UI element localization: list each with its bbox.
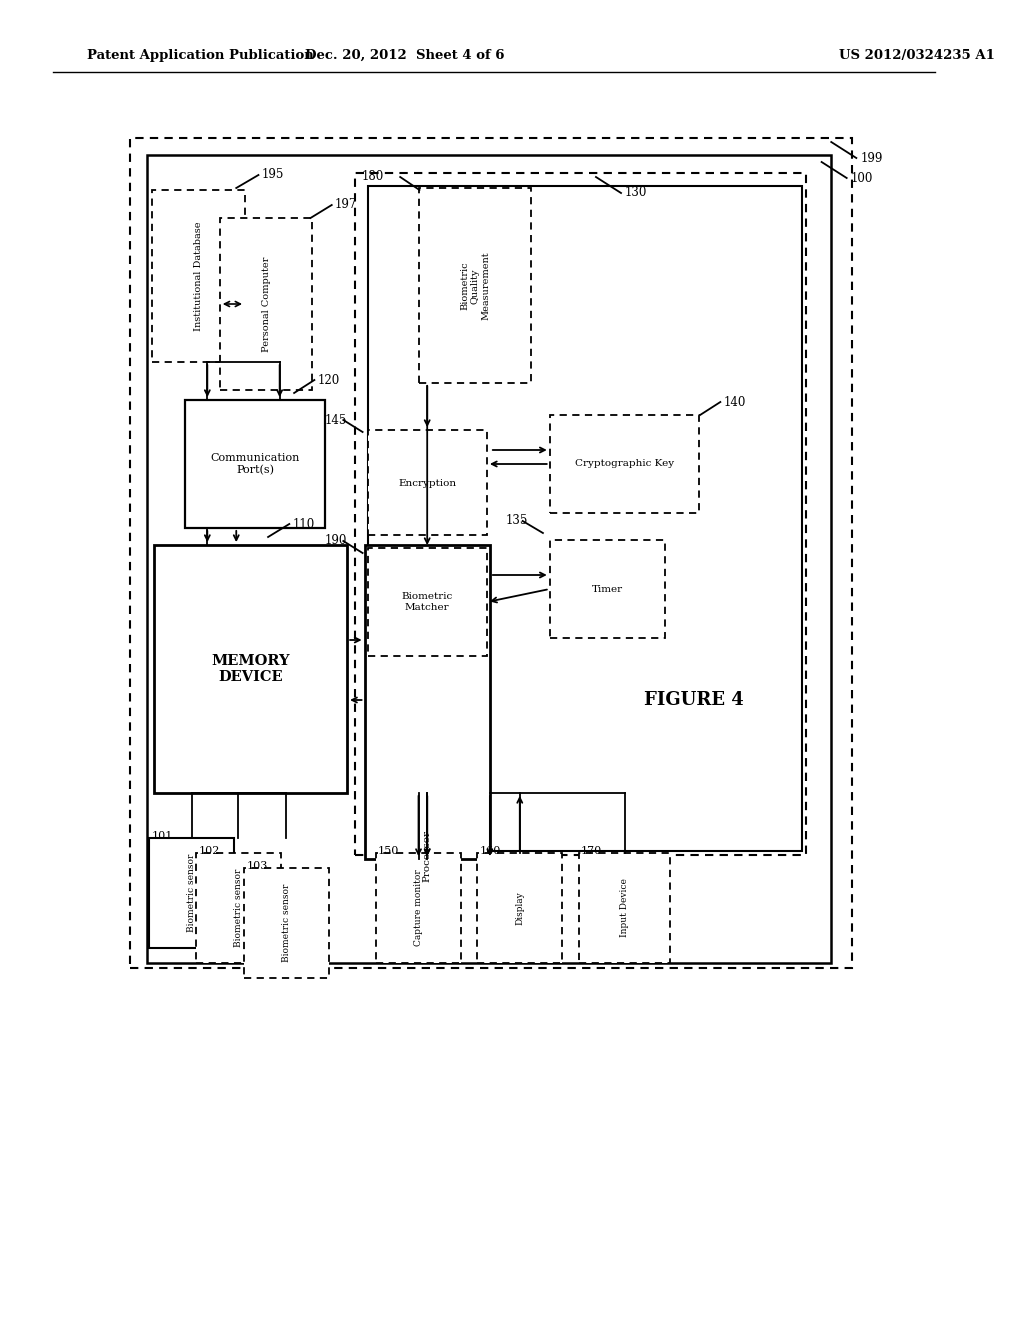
Text: 140: 140 <box>723 396 745 408</box>
Text: Patent Application Publication: Patent Application Publication <box>87 49 313 62</box>
Text: 135: 135 <box>505 515 527 528</box>
Bar <box>550 540 666 638</box>
Bar <box>477 853 562 964</box>
Text: Biometric sensor: Biometric sensor <box>233 869 243 948</box>
Text: Biometric sensor: Biometric sensor <box>187 854 197 932</box>
Text: 199: 199 <box>860 152 883 165</box>
Text: Encryption: Encryption <box>398 479 457 487</box>
Text: 197: 197 <box>335 198 357 211</box>
Text: 130: 130 <box>625 186 647 199</box>
Text: Dec. 20, 2012  Sheet 4 of 6: Dec. 20, 2012 Sheet 4 of 6 <box>305 49 505 62</box>
Text: Input Device: Input Device <box>621 879 630 937</box>
Text: Cryptographic Key: Cryptographic Key <box>575 459 675 469</box>
Text: 110: 110 <box>292 517 314 531</box>
Bar <box>153 190 245 362</box>
Text: 195: 195 <box>261 169 284 181</box>
Text: FIGURE 4: FIGURE 4 <box>644 690 744 709</box>
Text: 180: 180 <box>361 170 384 183</box>
Text: 100: 100 <box>851 172 872 185</box>
Text: 170: 170 <box>581 846 602 855</box>
Bar <box>355 173 806 855</box>
Text: Display: Display <box>515 891 524 925</box>
Text: Timer: Timer <box>592 585 623 594</box>
Text: Biometric sensor: Biometric sensor <box>282 884 291 962</box>
Bar <box>369 186 803 851</box>
Bar <box>185 400 325 528</box>
Text: 120: 120 <box>317 374 340 387</box>
Text: Biometric
Matcher: Biometric Matcher <box>401 593 453 611</box>
Bar <box>365 545 489 859</box>
Text: 101: 101 <box>152 832 173 841</box>
Bar <box>550 414 699 513</box>
Bar <box>155 545 347 793</box>
Bar <box>150 838 234 948</box>
Text: 102: 102 <box>199 846 220 855</box>
Text: Capture monitor: Capture monitor <box>414 870 423 946</box>
Text: US 2012/0324235 A1: US 2012/0324235 A1 <box>839 49 995 62</box>
Text: Biometric
Quality
Measurement: Biometric Quality Measurement <box>461 252 490 321</box>
Text: Communication
Port(s): Communication Port(s) <box>211 453 300 475</box>
Bar <box>369 430 487 535</box>
Text: Personal Computer: Personal Computer <box>262 256 270 351</box>
Text: 160: 160 <box>479 846 501 855</box>
Bar <box>420 187 531 383</box>
Bar <box>376 853 461 964</box>
Bar <box>244 869 329 978</box>
Bar <box>130 139 852 968</box>
Text: 150: 150 <box>378 846 399 855</box>
Text: MEMORY
DEVICE: MEMORY DEVICE <box>212 653 290 684</box>
Text: 190: 190 <box>325 535 347 548</box>
Text: Institutional Database: Institutional Database <box>195 222 203 331</box>
Bar <box>146 154 831 964</box>
Bar <box>220 218 312 389</box>
Bar <box>369 548 487 656</box>
Text: Processor: Processor <box>423 830 432 882</box>
Bar <box>579 853 671 964</box>
Text: 103: 103 <box>247 861 268 871</box>
Text: 145: 145 <box>325 413 347 426</box>
Bar <box>196 853 281 964</box>
